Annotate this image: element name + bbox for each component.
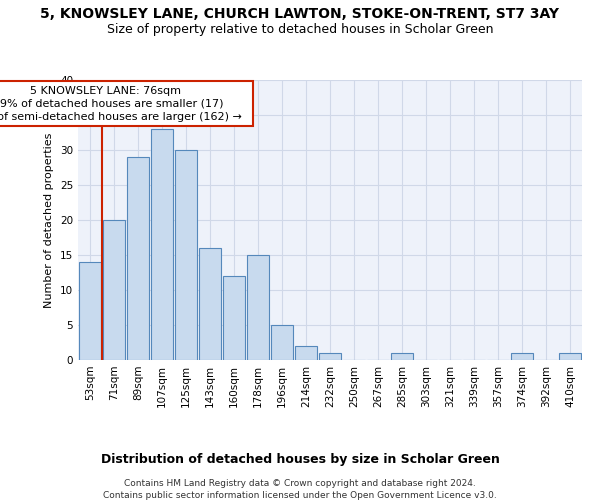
Bar	[247, 255, 269, 360]
Text: 5, KNOWSLEY LANE, CHURCH LAWTON, STOKE-ON-TRENT, ST7 3AY: 5, KNOWSLEY LANE, CHURCH LAWTON, STOKE-O…	[41, 8, 560, 22]
Text: Size of property relative to detached houses in Scholar Green: Size of property relative to detached ho…	[107, 22, 493, 36]
Bar	[127, 157, 149, 360]
Bar	[511, 353, 533, 360]
Bar	[103, 220, 125, 360]
Y-axis label: Number of detached properties: Number of detached properties	[44, 132, 55, 308]
Text: Contains HM Land Registry data © Crown copyright and database right 2024.: Contains HM Land Registry data © Crown c…	[124, 479, 476, 488]
Bar	[79, 262, 101, 360]
Bar	[199, 248, 221, 360]
Bar	[271, 325, 293, 360]
Bar	[175, 150, 197, 360]
Bar	[295, 346, 317, 360]
Bar	[151, 129, 173, 360]
Bar	[391, 353, 413, 360]
Bar	[223, 276, 245, 360]
Text: Distribution of detached houses by size in Scholar Green: Distribution of detached houses by size …	[101, 452, 499, 466]
Text: 5 KNOWSLEY LANE: 76sqm  
  ← 9% of detached houses are smaller (17)  
  91% of s: 5 KNOWSLEY LANE: 76sqm ← 9% of detached …	[0, 86, 249, 122]
Text: Contains public sector information licensed under the Open Government Licence v3: Contains public sector information licen…	[103, 491, 497, 500]
Bar	[559, 353, 581, 360]
Bar	[319, 353, 341, 360]
